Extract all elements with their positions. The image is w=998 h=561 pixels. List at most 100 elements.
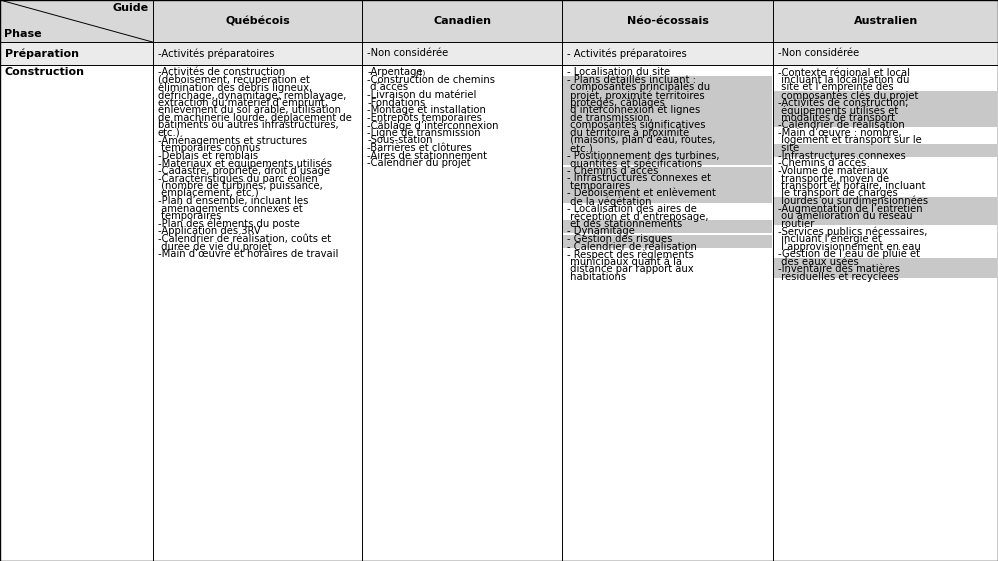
Text: -Caractéristiques du parc éolien: -Caractéristiques du parc éolien	[158, 173, 317, 184]
Text: transporté, moyen de: transporté, moyen de	[778, 173, 889, 184]
Text: - Dynamitage: - Dynamitage	[567, 226, 635, 236]
Bar	[0, 0, 998, 42]
Text: défrichage, dynamitage, remblayage,: défrichage, dynamitage, remblayage,	[158, 90, 346, 100]
Text: enlèvement du sol arable, utilisation: enlèvement du sol arable, utilisation	[158, 105, 340, 115]
Text: -Ligne de transmission: -Ligne de transmission	[367, 128, 481, 138]
Bar	[563, 129, 772, 164]
Text: -Fondations: -Fondations	[367, 98, 425, 108]
Text: - Infrastructures connexes et: - Infrastructures connexes et	[567, 173, 711, 183]
Text: Guide: Guide	[113, 3, 149, 13]
Text: - Localisation du site: - Localisation du site	[567, 67, 670, 77]
Text: -Montage et installation: -Montage et installation	[367, 105, 486, 115]
Bar	[774, 205, 997, 225]
Text: réception et d’entreposage,: réception et d’entreposage,	[567, 211, 709, 222]
Text: -Calendrier du projet: -Calendrier du projet	[367, 158, 471, 168]
Text: composantes principales du: composantes principales du	[567, 82, 710, 93]
Text: Canadien: Canadien	[433, 16, 491, 26]
Text: projet, proximité territoires: projet, proximité territoires	[567, 90, 705, 100]
Text: (maisons, plan d’eau, routes,: (maisons, plan d’eau, routes,	[567, 135, 716, 145]
Text: (déboisement, récupération et: (déboisement, récupération et	[158, 75, 309, 85]
Text: - Positionnement des turbines,: - Positionnement des turbines,	[567, 150, 720, 160]
Text: temporaires connus: temporaires connus	[158, 143, 260, 153]
Text: lourdes ou surdimensionnées: lourdes ou surdimensionnées	[778, 196, 928, 206]
Bar	[774, 114, 997, 127]
Text: - Chemins d’accès: - Chemins d’accès	[567, 165, 659, 176]
Text: - Calendrier de réalisation: - Calendrier de réalisation	[567, 241, 697, 251]
Text: -Calendrier de réalisation, coûts et: -Calendrier de réalisation, coûts et	[158, 234, 330, 244]
Text: de la végétation: de la végétation	[567, 196, 652, 206]
Text: -Barrières et clôtures: -Barrières et clôtures	[367, 143, 472, 153]
Bar	[774, 144, 997, 157]
Bar	[563, 122, 772, 164]
Text: Australien: Australien	[853, 16, 918, 26]
Text: transport et horaire, incluant: transport et horaire, incluant	[778, 181, 926, 191]
Text: incluant la localisation du: incluant la localisation du	[778, 75, 910, 85]
Bar	[563, 99, 772, 164]
Text: emplacement, etc.): emplacement, etc.)	[158, 188, 258, 199]
Text: -Application des 3RV: -Application des 3RV	[158, 226, 260, 236]
Text: -Infrastructures connexes: -Infrastructures connexes	[778, 150, 906, 160]
Text: temporaires: temporaires	[158, 211, 222, 221]
Text: -Volume de matériaux: -Volume de matériaux	[778, 165, 888, 176]
Bar	[774, 107, 997, 127]
Text: composantes clés du projet: composantes clés du projet	[778, 90, 919, 100]
Text: -Sous-station: -Sous-station	[367, 135, 433, 145]
Text: et des stationnements: et des stationnements	[567, 219, 682, 229]
Text: -Activités préparatoires: -Activités préparatoires	[158, 48, 274, 58]
Text: modalités de transport: modalités de transport	[778, 113, 895, 123]
Text: ou amélioration du réseau: ou amélioration du réseau	[778, 211, 913, 221]
Text: d’accès: d’accès	[367, 82, 408, 93]
Text: -Calendrier de réalisation: -Calendrier de réalisation	[778, 120, 905, 130]
Text: équipements utilisés et: équipements utilisés et	[778, 105, 898, 116]
Text: protégés, câblages: protégés, câblages	[567, 98, 665, 108]
Text: - Déboisement et enlèvement: - Déboisement et enlèvement	[567, 188, 716, 199]
Bar	[563, 167, 772, 203]
Bar	[774, 258, 997, 278]
Text: -Main d’œuvre : nombre,: -Main d’œuvre : nombre,	[778, 128, 902, 138]
Text: -Augmentation de l’entretien: -Augmentation de l’entretien	[778, 204, 923, 214]
Text: aménagements connexes et: aménagements connexes et	[158, 204, 302, 214]
Text: -Non considérée: -Non considérée	[367, 48, 448, 58]
Text: composantes significatives: composantes significatives	[567, 120, 706, 130]
Text: quantités et spécifications: quantités et spécifications	[567, 158, 702, 169]
Text: Phase: Phase	[4, 29, 42, 39]
Text: temporaires: temporaires	[567, 181, 631, 191]
Text: routier: routier	[778, 219, 814, 229]
Text: -Activités de construction: -Activités de construction	[158, 67, 285, 77]
Text: -Cadastre, propriété, droit d’usage: -Cadastre, propriété, droit d’usage	[158, 165, 329, 176]
Text: -Câblage d’interconnexion: -Câblage d’interconnexion	[367, 120, 499, 131]
Bar	[563, 107, 772, 164]
Text: habitations: habitations	[567, 272, 626, 282]
Bar	[0, 42, 998, 65]
Text: -Arpentage: -Arpentage	[367, 67, 423, 77]
Text: -Matériaux et équipements utilisés: -Matériaux et équipements utilisés	[158, 158, 331, 169]
Text: extraction du matériel d’emprunt,: extraction du matériel d’emprunt,	[158, 98, 327, 108]
Text: du territoire à proximité: du territoire à proximité	[567, 128, 689, 139]
Text: -Inventaire des matières: -Inventaire des matières	[778, 264, 900, 274]
Text: -Construction de chemins: -Construction de chemins	[367, 75, 495, 85]
Bar	[563, 174, 772, 203]
Text: -Plan d’ensemble, incluant les: -Plan d’ensemble, incluant les	[158, 196, 308, 206]
Text: Préparation: Préparation	[5, 48, 79, 58]
Bar	[563, 91, 772, 164]
Text: site et l’empreinte des: site et l’empreinte des	[778, 82, 894, 93]
Bar	[563, 220, 772, 233]
Text: le transport de charges: le transport de charges	[778, 188, 898, 199]
Text: -Déblais et remblais: -Déblais et remblais	[158, 150, 257, 160]
Bar	[563, 84, 772, 164]
Text: d’interconnexion et lignes: d’interconnexion et lignes	[567, 105, 701, 115]
Text: -Aménagements et structures: -Aménagements et structures	[158, 135, 306, 146]
Text: site: site	[778, 143, 799, 153]
Text: etc.): etc.)	[567, 143, 593, 153]
Text: -Livraison du matériel: -Livraison du matériel	[367, 90, 477, 100]
Bar	[774, 99, 997, 127]
Text: etc.): etc.)	[158, 128, 181, 138]
Text: des eaux usées: des eaux usées	[778, 256, 859, 266]
Bar	[563, 182, 772, 203]
Text: - Localisation des aires de: - Localisation des aires de	[567, 204, 697, 214]
Text: -Main d’œuvre et horaires de travail: -Main d’œuvre et horaires de travail	[158, 249, 338, 259]
Text: résiduelles et recyclées: résiduelles et recyclées	[778, 272, 899, 282]
Text: l’approvisionnement en eau: l’approvisionnement en eau	[778, 241, 921, 251]
Text: (1): (1)	[415, 70, 425, 76]
Text: incluant l’énergie et: incluant l’énergie et	[778, 234, 882, 245]
